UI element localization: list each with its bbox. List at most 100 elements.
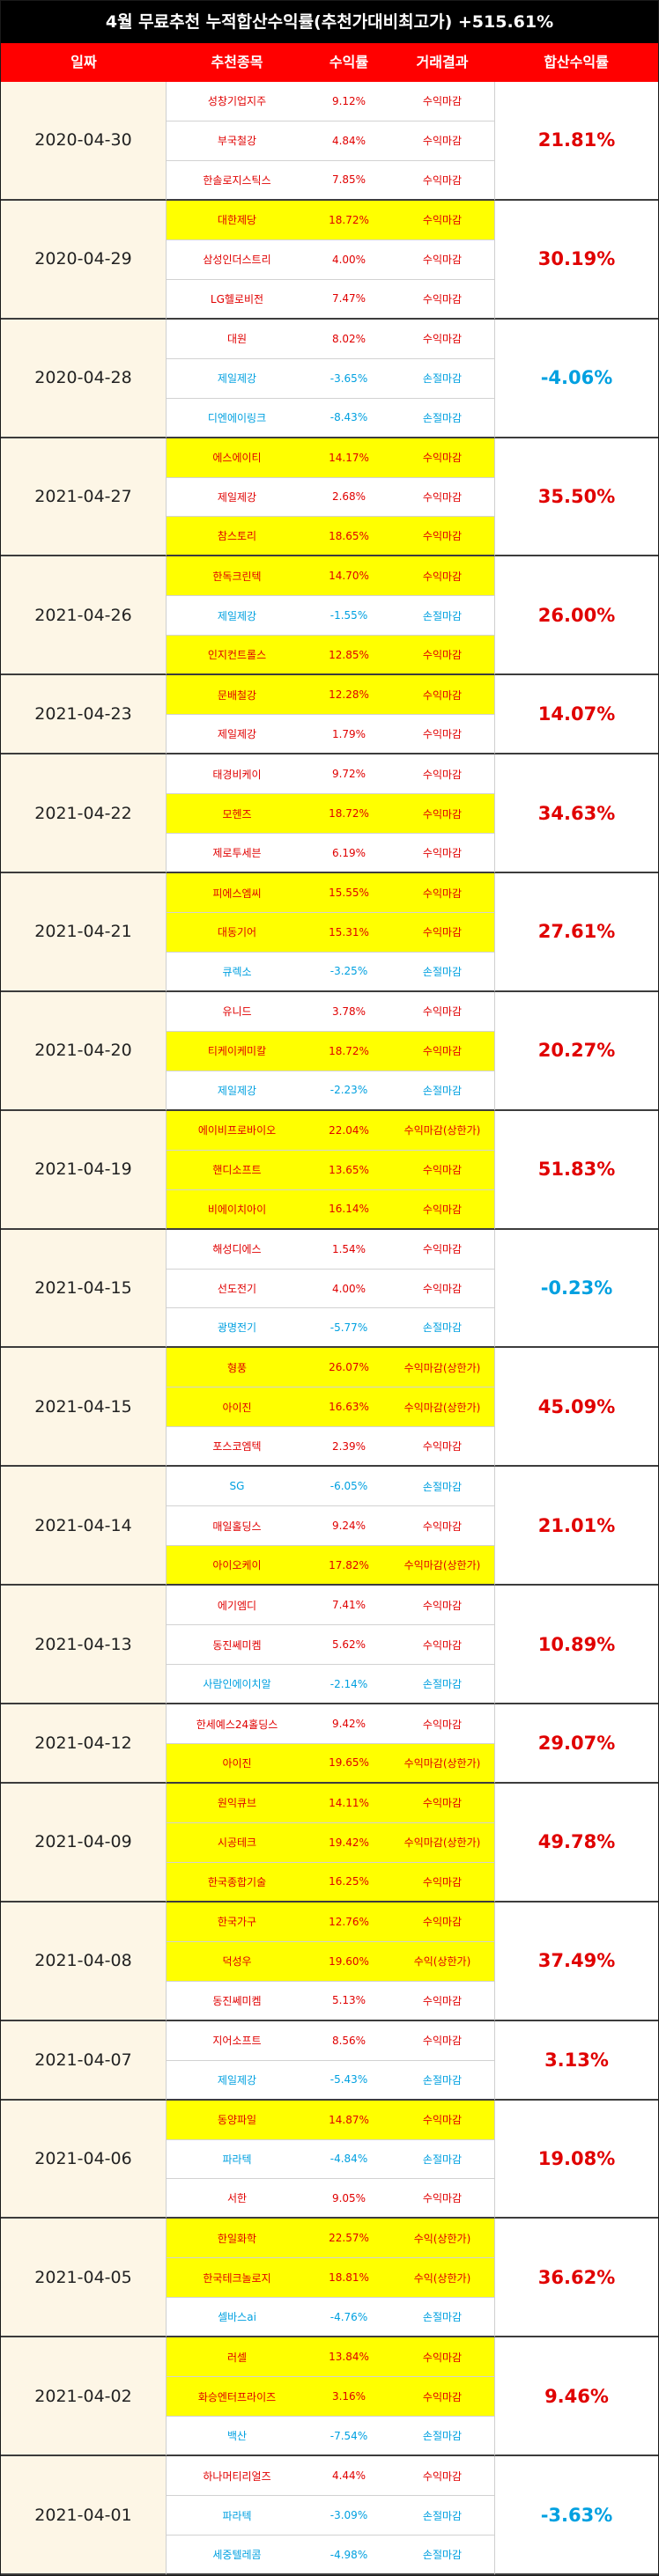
total-return-cell: -0.23% — [494, 1229, 658, 1349]
total-return-cell: 29.07% — [494, 1704, 658, 1784]
total-return-cell: 51.83% — [494, 1110, 658, 1230]
date-cell: 2021-04-01 — [1, 2456, 167, 2575]
table-row: LG헬로비전 7.47% 수익마감 — [167, 280, 494, 320]
stock-cell: 시공테크 — [217, 1836, 257, 1850]
table-row: 삼성인더스트리 4.00% 수익마감 — [167, 240, 494, 280]
rate-cell: 17.82% — [329, 1558, 369, 1571]
table-row: 제일제강 1.79% 수익마감 — [167, 715, 494, 755]
stock-cell: 피에스엠씨 — [212, 887, 262, 900]
result-cell: 수익마감(상한가) — [404, 1401, 481, 1414]
date-group: 2021-04-07 지어소프트 8.56% 수익마감 제일제강 -5.43% 손절마감 3.… — [1, 2020, 658, 2101]
date-cell: 2021-04-23 — [1, 675, 167, 755]
stock-cell: 백산 — [226, 2430, 248, 2443]
date-cell: 2021-04-15 — [1, 1348, 167, 1468]
total-return-cell: 37.49% — [494, 1902, 658, 2021]
stock-cell: 부국철강 — [217, 135, 257, 148]
stock-cell: 제로투세븐 — [212, 847, 262, 860]
rate-cell: 2.68% — [331, 490, 367, 504]
table-row: 한세예스24홀딩스 9.42% 수익마감 — [167, 1704, 494, 1744]
stock-cell: 동진쎄미켐 — [212, 1638, 262, 1652]
table-row: 부국철강 4.84% 수익마감 — [167, 121, 494, 161]
total-return-cell: 30.19% — [494, 200, 658, 320]
result-cell: 수익마감 — [422, 649, 463, 662]
table-row: 대원 8.02% 수익마감 — [167, 320, 494, 359]
table-row: 에이비프로바이오 22.04% 수익마감(상한가) — [167, 1110, 494, 1151]
rate-cell: -3.09% — [330, 2509, 368, 2522]
rate-cell: 9.24% — [331, 1520, 367, 1533]
date-group: 2021-04-14 SG -6.05% 손절마감 매일홀딩스 9.24% 수익마감 아이오케… — [1, 1467, 658, 1586]
rate-cell: 22.57% — [329, 2232, 369, 2245]
rate-cell: 9.42% — [331, 1718, 367, 1731]
table-row: 한국가구 12.76% 수익마감 — [167, 1902, 494, 1942]
stock-cell: 제일제강 — [217, 1084, 257, 1097]
stock-cell: 원익큐브 — [217, 1797, 257, 1810]
table-row: 한국종합기술 16.25% 수익마감 — [167, 1862, 494, 1903]
stock-cell: 한일화학 — [217, 2232, 257, 2245]
table-row: 큐렉소 -3.25% 손절마감 — [167, 953, 494, 992]
result-cell: 손절마감 — [422, 1084, 463, 1097]
table-row: 제일제강 2.68% 수익마감 — [167, 478, 494, 518]
table-row: 피에스엠씨 15.55% 수익마감 — [167, 873, 494, 913]
date-group: 2020-04-30 성창기업지주 9.12% 수익마감 부국철강 4.84% 수익마감 한솔… — [1, 82, 658, 201]
date-cell: 2021-04-26 — [1, 556, 167, 676]
rate-cell: 16.14% — [329, 1203, 369, 1216]
stock-cell: 형풍 — [226, 1361, 248, 1374]
rate-cell: 13.84% — [329, 2351, 369, 2364]
result-cell: 손절마감 — [422, 1678, 463, 1691]
date-cell: 2021-04-02 — [1, 2337, 167, 2457]
stock-cell: 셀바스ai — [218, 2311, 256, 2324]
date-group: 2021-04-20 유니드 3.78% 수익마감 티케이케미칼 18.72% 수익마감 제일… — [1, 991, 658, 1111]
result-cell: 수익(상한가) — [413, 2232, 471, 2245]
total-return-cell: 9.46% — [494, 2337, 658, 2457]
rate-cell: 4.84% — [331, 134, 367, 147]
header-stock: 추천종목 — [211, 54, 263, 70]
table-row: 티케이케미칼 18.72% 수익마감 — [167, 1031, 494, 1071]
stock-cell: 삼성인더스트리 — [203, 254, 271, 267]
total-return-cell: 34.63% — [494, 754, 658, 874]
table-row: 아이진 16.63% 수익마감(상한가) — [167, 1387, 494, 1428]
result-cell: 수익마감 — [422, 728, 463, 741]
table-row: 서한 9.05% 수익마감 — [167, 2179, 494, 2219]
result-cell: 수익마감 — [422, 1797, 463, 1810]
table-row: 에기엠디 7.41% 수익마감 — [167, 1586, 494, 1626]
rate-cell: 4.00% — [331, 1282, 367, 1295]
result-cell: 손절마감 — [422, 965, 463, 978]
table-row: 아이진 19.65% 수익마감(상한가) — [167, 1743, 494, 1784]
rate-cell: 7.85% — [331, 173, 367, 187]
rate-cell: -4.76% — [330, 2310, 368, 2323]
table-row: 선도전기 4.00% 수익마감 — [167, 1270, 494, 1309]
result-cell: 수익마감 — [422, 333, 463, 346]
date-group: 2021-04-02 러셀 13.84% 수익마감 화승엔터프라이즈 3.16% 수익마감 백… — [1, 2337, 658, 2457]
stock-cell: 참스토리 — [217, 530, 257, 543]
stock-cell: 성창기업지주 — [207, 95, 267, 108]
date-cell: 2021-04-05 — [1, 2219, 167, 2338]
date-group: 2021-04-15 해성디에스 1.54% 수익마감 선도전기 4.00% 수익마감 광명전… — [1, 1229, 658, 1349]
result-cell: 수익마감 — [422, 1599, 463, 1612]
result-cell: 수익(상한가) — [413, 2271, 471, 2285]
result-cell: 수익마감 — [422, 926, 463, 939]
result-cell: 수익마감 — [422, 1440, 463, 1454]
rate-cell: 5.13% — [331, 1994, 367, 2007]
table-row: 문배철강 12.28% 수익마감 — [167, 675, 494, 716]
rate-cell: 14.11% — [329, 1796, 369, 1809]
stock-cell: 제일제강 — [217, 728, 257, 741]
stock-cell: 대원 — [226, 333, 248, 346]
total-return-cell: 21.01% — [494, 1467, 658, 1586]
total-return-cell: 14.07% — [494, 675, 658, 755]
date-cell: 2020-04-30 — [1, 82, 167, 201]
total-return-cell: 19.08% — [494, 2100, 658, 2219]
stock-cell: 문배철강 — [217, 688, 257, 702]
rate-cell: 1.54% — [331, 1242, 367, 1255]
stock-cell: 아이진 — [222, 1756, 252, 1770]
rate-cell: 12.85% — [329, 648, 369, 661]
table-row: 동진쎄미켐 5.62% 수익마감 — [167, 1625, 494, 1666]
result-cell: 수익마감 — [422, 2351, 463, 2364]
stock-cell: 파라텍 — [222, 2153, 252, 2166]
total-return-cell: 36.62% — [494, 2219, 658, 2338]
table-row: 한독크린텍 14.70% 수익마감 — [167, 556, 494, 597]
table-row: 제일제강 -5.43% 손절마감 — [167, 2061, 494, 2101]
date-group: 2021-04-13 에기엠디 7.41% 수익마감 동진쎄미켐 5.62% 수익마감 사람인… — [1, 1586, 658, 1705]
rate-cell: 22.04% — [329, 1123, 369, 1137]
date-group: 2021-04-27 에스에이티 14.17% 수익마감 제일제강 2.68% 수익마감 참스… — [1, 438, 658, 557]
